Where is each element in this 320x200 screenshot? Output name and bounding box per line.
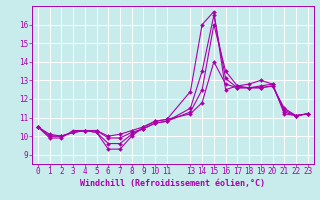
X-axis label: Windchill (Refroidissement éolien,°C): Windchill (Refroidissement éolien,°C)	[80, 179, 265, 188]
